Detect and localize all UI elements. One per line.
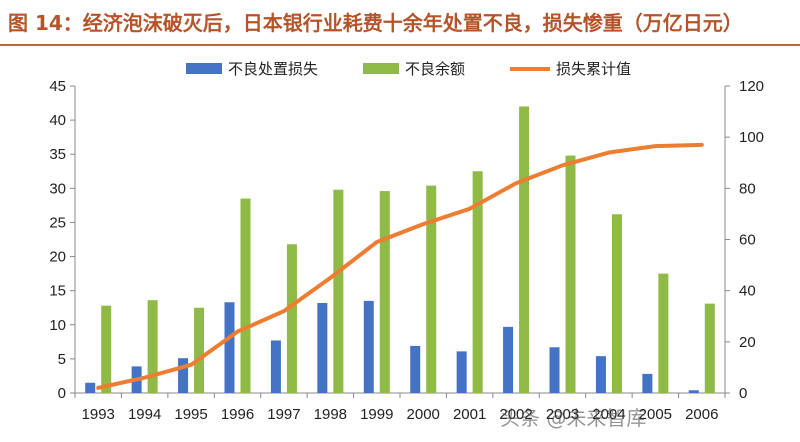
line-point [561, 163, 564, 167]
bar-npl-balance [101, 305, 112, 393]
watermark-text: 头条 @未来智库 [500, 406, 647, 430]
bar-npl-balance [286, 244, 297, 393]
bar-disposal-loss [688, 390, 699, 393]
left-tick-label: 5 [58, 351, 66, 368]
bar-npl-balance [658, 273, 669, 393]
line-point [96, 386, 100, 390]
bar-npl-balance [240, 198, 251, 393]
right-tick-label: 80 [739, 180, 756, 197]
left-tick-label: 40 [49, 112, 66, 129]
line-point [143, 376, 147, 380]
chart-line [96, 142, 704, 390]
bar-npl-balance [611, 214, 622, 393]
bar-npl-balance [147, 300, 158, 393]
x-tick-label: 2001 [453, 406, 486, 423]
line-point [282, 309, 286, 313]
line-point [514, 181, 518, 185]
bar-disposal-loss [270, 340, 281, 393]
x-tick-label: 2006 [685, 406, 718, 423]
chart-bars [85, 106, 715, 393]
left-tick-label: 10 [49, 317, 66, 334]
line-point [189, 363, 193, 367]
right-tick-label: 20 [739, 334, 756, 351]
line-point [328, 276, 332, 280]
line-point [653, 144, 657, 148]
line-point [236, 330, 239, 334]
x-tick-label: 2004 [592, 406, 625, 423]
x-tick-label: 1996 [221, 406, 254, 423]
x-tick-label: 2002 [499, 406, 532, 423]
bar-disposal-loss [178, 358, 189, 393]
x-tick-label: 2005 [639, 406, 672, 423]
right-tick-label: 120 [739, 78, 764, 95]
line-point [468, 207, 472, 211]
left-tick-label: 20 [49, 249, 66, 266]
x-tick-label: 1997 [267, 406, 300, 423]
bar-disposal-loss [410, 345, 421, 393]
bar-disposal-loss [85, 382, 96, 393]
chart-legend: 不良处置损失 不良余额 损失累计值 [186, 60, 631, 78]
bar-npl-balance [519, 106, 530, 393]
x-tick-label: 1994 [128, 406, 161, 423]
left-tick-label: 45 [49, 78, 66, 95]
bar-disposal-loss [549, 347, 560, 393]
left-tick-label: 0 [58, 385, 66, 402]
right-tick-label: 0 [739, 385, 747, 402]
bar-npl-balance [472, 171, 483, 393]
bar-npl-balance [426, 185, 437, 393]
line-point [375, 240, 379, 244]
left-tick-label: 15 [49, 283, 66, 300]
line-point [421, 222, 425, 226]
legend-swatch [186, 63, 222, 74]
x-tick-label: 2000 [407, 406, 440, 423]
bar-disposal-loss [317, 302, 328, 393]
bar-disposal-loss [595, 356, 606, 393]
bar-npl-balance [565, 155, 576, 393]
bar-disposal-loss [456, 351, 467, 393]
x-tick-label: 1993 [82, 406, 115, 423]
bar-disposal-loss [642, 373, 653, 393]
bar-npl-balance [333, 189, 344, 393]
right-tick-label: 40 [739, 283, 756, 300]
bar-npl-balance [194, 307, 205, 393]
bar-disposal-loss [503, 326, 514, 393]
x-tick-label: 1999 [360, 406, 393, 423]
legend-label: 不良处置损失 [228, 60, 318, 78]
left-tick-label: 35 [49, 146, 66, 163]
x-tick-label: 1995 [174, 406, 207, 423]
chart-title: 图 14：经济泡沫破灭后，日本银行业耗费十余年处置不良，损失惨重（万亿日元） [8, 11, 743, 35]
bar-npl-balance [379, 191, 390, 393]
bar-npl-balance [704, 303, 715, 393]
left-tick-label: 30 [49, 180, 66, 197]
legend-swatch [363, 63, 399, 74]
combo-chart: 不良处置损失 不良余额 损失累计值 0 5 10 15 20 25 30 35 40 45 0 20 40 6… [49, 60, 764, 423]
legend-label: 不良余额 [405, 60, 465, 78]
line-cumulative-loss [96, 142, 704, 390]
title-divider [0, 44, 800, 46]
legend-label: 损失累计值 [556, 60, 631, 78]
bar-disposal-loss [224, 302, 235, 393]
line-point [700, 143, 704, 147]
x-tick-label: 2003 [546, 406, 579, 423]
x-tick-label: 1998 [314, 406, 347, 423]
chart-axes: 0 5 10 15 20 25 30 35 40 45 0 20 40 60 80 100 120 1993 199… [49, 78, 764, 423]
line-point [607, 151, 611, 155]
right-tick-label: 60 [739, 232, 756, 249]
bar-disposal-loss [363, 300, 374, 393]
right-tick-label: 100 [739, 129, 764, 146]
left-tick-label: 25 [49, 214, 66, 231]
